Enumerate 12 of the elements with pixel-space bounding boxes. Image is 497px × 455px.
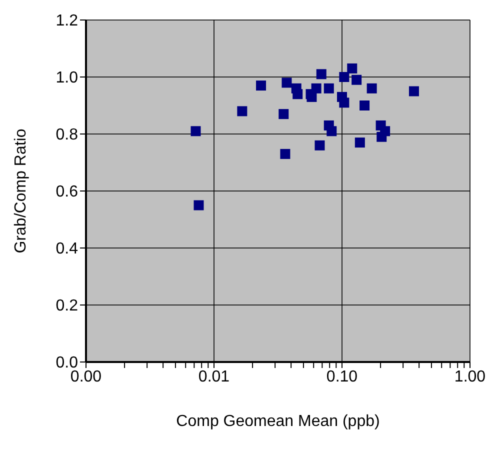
x-tick-label: 0.10 bbox=[326, 368, 358, 386]
y-tick-label: 1.0 bbox=[56, 70, 78, 87]
y-tick-label: 0.4 bbox=[56, 240, 78, 258]
y-tick-label: 0.8 bbox=[56, 126, 78, 144]
x-tick-label: 0.01 bbox=[198, 368, 230, 386]
y-tick-label: 1.2 bbox=[56, 12, 78, 30]
x-axis-title: Comp Geomean Mean (ppb) bbox=[176, 413, 380, 430]
x-tick-label: 1.00 bbox=[454, 368, 486, 386]
y-tick-label: 0.6 bbox=[56, 184, 78, 201]
y-tick-label: 0.2 bbox=[56, 298, 78, 315]
x-tick-label: 0.00 bbox=[70, 368, 102, 386]
y-axis-title: Grab/Comp Ratio bbox=[12, 128, 30, 254]
